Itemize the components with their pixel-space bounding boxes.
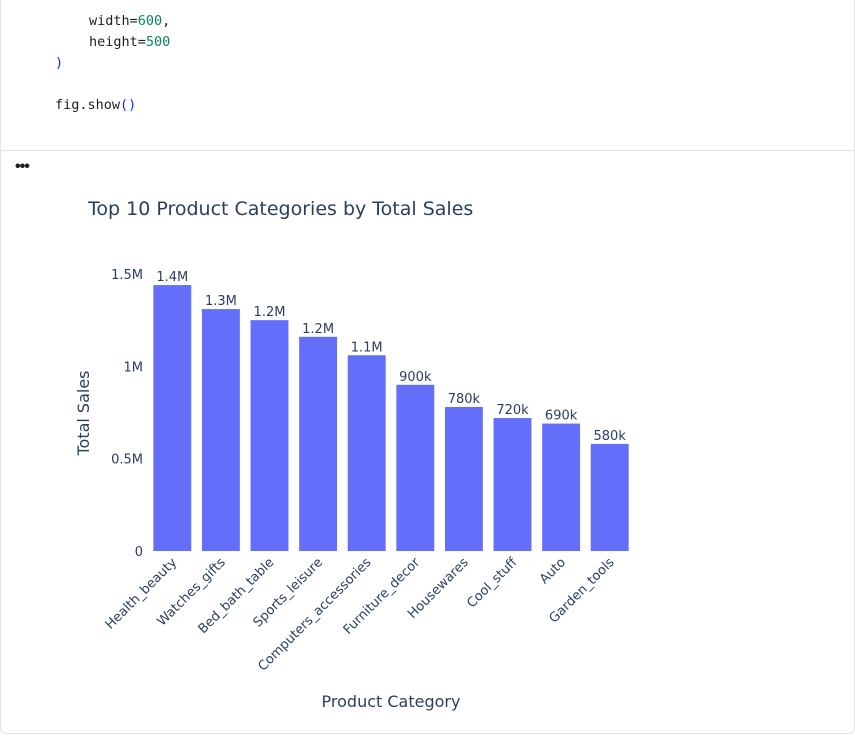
bar-value-label: 720k	[496, 403, 529, 418]
bar-value-label: 780k	[448, 392, 481, 407]
chart-title: Top 10 Product Categories by Total Sales	[87, 198, 473, 220]
bar-value-label: 690k	[545, 409, 578, 424]
bar-value-label: 1.2M	[302, 322, 334, 337]
x-axis-title: Product Category	[322, 692, 461, 711]
bar-garden-tools[interactable]	[590, 443, 629, 551]
y-axis-title: Total Sales	[74, 370, 93, 456]
x-tick-label: Cool_stuff	[464, 554, 521, 611]
bar-value-label: 900k	[399, 370, 432, 385]
bar-furniture-decor[interactable]	[396, 384, 435, 551]
bar-chart: Top 10 Product Categories by Total Sales…	[74, 198, 629, 711]
code-line-width: width=600,	[55, 12, 170, 30]
code-line-close-paren: )	[55, 55, 64, 71]
bar-computers-accessories[interactable]	[347, 355, 386, 551]
bar-value-label: 1.3M	[205, 294, 237, 309]
y-axis: 0 0.5M 1M 1.5M	[111, 268, 143, 560]
bar-value-label: 1.2M	[254, 305, 286, 320]
code-token-show: fig.show	[55, 97, 121, 113]
code-comma: ,	[162, 13, 171, 29]
y-tick-label: 0	[135, 545, 143, 560]
code-line-height: height=500	[55, 33, 170, 51]
x-tick-label: Auto	[537, 555, 569, 587]
bar-value-label: 580k	[594, 429, 627, 444]
bar-health-beauty[interactable]	[153, 285, 192, 551]
code-number-height: 500	[145, 34, 171, 50]
bar-cool-stuff[interactable]	[493, 418, 532, 551]
y-tick-label: 1M	[124, 360, 144, 375]
y-tick-label: 1.5M	[111, 268, 143, 283]
code-token-width: width=	[89, 13, 138, 29]
bar-value-label: 1.1M	[351, 340, 383, 355]
y-tick-label: 0.5M	[111, 453, 143, 468]
code-token-height: height=	[89, 34, 146, 50]
code-parens: ()	[120, 97, 137, 113]
code-cell[interactable]: width=600, height=500 ) fig.show()	[0, 0, 855, 151]
code-line-show: fig.show()	[55, 96, 136, 114]
bar-watches-gifts[interactable]	[201, 309, 240, 551]
output-more-icon[interactable]: •••	[15, 158, 30, 175]
bar-auto[interactable]	[542, 423, 581, 551]
bar-sports-leisure[interactable]	[299, 336, 338, 551]
value-labels-group: 1.4M 1.3M 1.2M 1.2M 1.1M 900k 780k 720k 690k 580k	[156, 270, 626, 444]
x-axis: Health_beautyWatches_giftsBed_bath_table…	[103, 554, 618, 674]
code-number-width: 600	[137, 13, 163, 29]
bar-bed-bath-table[interactable]	[250, 320, 289, 551]
bar-value-label: 1.4M	[156, 270, 188, 285]
bar-housewares[interactable]	[444, 406, 483, 551]
bars-group	[153, 285, 629, 551]
output-cell: ••• Top 10 Product Categories by Total S…	[0, 151, 855, 734]
